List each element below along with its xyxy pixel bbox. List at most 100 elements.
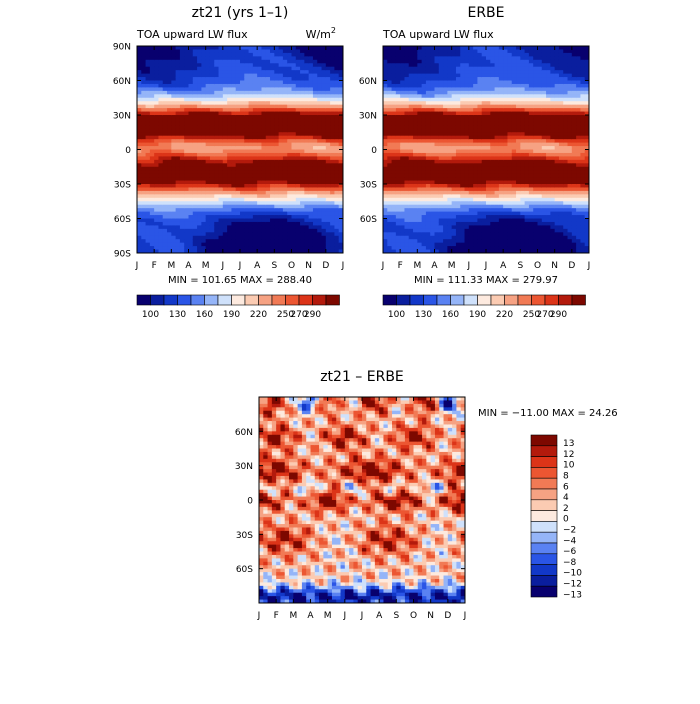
heatmap-cell (490, 249, 496, 253)
heatmap-cell (395, 63, 401, 68)
heatmap-cell (468, 73, 474, 78)
heatmap-cell (291, 149, 297, 154)
heatmap-cell (141, 49, 147, 54)
heatmap-cell (443, 121, 448, 126)
heatmap-cell (321, 194, 327, 199)
heatmap-cell (511, 70, 517, 75)
heatmap-cell (490, 156, 496, 161)
heatmap-cell (201, 63, 207, 68)
heatmap-cell (430, 215, 436, 220)
heatmap-cell (325, 63, 331, 68)
heatmap-cell (171, 184, 177, 189)
heatmap-cell (214, 190, 220, 195)
heatmap-cell (257, 194, 263, 199)
heatmap-cell (145, 221, 151, 226)
heatmap-cell (400, 239, 406, 244)
heatmap-cell (252, 239, 258, 244)
heatmap-cell (300, 111, 305, 116)
heatmap-cell (205, 180, 211, 185)
heatmap-cell (287, 73, 293, 78)
heatmap-cell (201, 159, 207, 164)
heatmap-cell (338, 70, 343, 75)
heatmap-cell (516, 242, 521, 247)
heatmap-cell (192, 46, 198, 51)
heatmap-cell (261, 80, 267, 85)
heatmap-cell (330, 59, 336, 64)
heatmap-cell (295, 201, 301, 206)
heatmap-cell (338, 87, 343, 92)
heatmap-cell (227, 249, 233, 253)
heatmap-cell (244, 87, 250, 92)
heatmap-cell (179, 232, 185, 237)
heatmap-cell (421, 235, 427, 240)
heatmap-cell (244, 166, 250, 171)
heatmap-cell (528, 166, 534, 171)
heatmap-cell (334, 52, 340, 57)
heatmap-cell (451, 156, 457, 161)
heatmap-cell (188, 132, 194, 137)
heatmap-cell (287, 104, 293, 109)
heatmap-cell (421, 142, 427, 147)
heatmap-cell (145, 194, 151, 199)
heatmap-cell (438, 108, 444, 113)
heatmap-cell (278, 139, 284, 144)
heatmap-cell (455, 149, 461, 154)
heatmap-cell (167, 97, 172, 102)
heatmap-cell (503, 249, 509, 253)
heatmap-cell (171, 142, 177, 147)
heatmap-cell (312, 166, 318, 171)
heatmap-cell (395, 73, 401, 78)
heatmap-cell (209, 97, 215, 102)
heatmap-cell (325, 166, 331, 171)
heatmap-cell (413, 242, 418, 247)
heatmap-cell (248, 46, 254, 51)
heatmap-cell (240, 115, 245, 120)
heatmap-cell (201, 101, 207, 106)
heatmap-cell (308, 156, 314, 161)
heatmap-cell (158, 135, 164, 140)
heatmap-cell (192, 125, 198, 130)
heatmap-cell (494, 132, 500, 137)
heatmap-cell (490, 139, 496, 144)
heatmap-cell (175, 56, 181, 61)
heatmap-cell (184, 135, 190, 140)
heatmap-cell (141, 73, 147, 78)
heatmap-cell (473, 139, 479, 144)
heatmap-cell (430, 49, 436, 54)
heatmap-cell (391, 211, 397, 216)
heatmap-cell (235, 242, 241, 247)
heatmap-cell (261, 204, 267, 209)
heatmap-cell (516, 180, 521, 185)
heatmap-cell (524, 204, 530, 209)
heatmap-cell (425, 83, 431, 88)
heatmap-cell (391, 46, 397, 51)
heatmap-cell (317, 239, 323, 244)
heatmap-cell (312, 56, 318, 61)
heatmap-cell (179, 156, 185, 161)
heatmap-cell (330, 132, 336, 137)
heatmap-cell (443, 63, 448, 68)
heatmap-cell (421, 208, 427, 213)
heatmap-cell (188, 246, 194, 251)
heatmap-cell (227, 225, 233, 230)
heatmap-cell (197, 221, 202, 226)
heatmap-cell (270, 187, 275, 192)
heatmap-cell (421, 170, 427, 175)
heatmap-cell (287, 225, 293, 230)
heatmap-cell (149, 66, 155, 71)
heatmap-cell (524, 87, 530, 92)
heatmap-cell (278, 121, 284, 126)
heatmap-cell (520, 163, 526, 168)
heatmap-cell (154, 208, 160, 213)
heatmap-cell (443, 146, 448, 151)
heatmap-cell (334, 66, 340, 71)
heatmap-cell (192, 111, 198, 116)
heatmap-cell (486, 142, 491, 147)
heatmap-cell (308, 204, 314, 209)
heatmap-cell (486, 139, 491, 144)
heatmap-cell (179, 111, 185, 116)
heatmap-cell (494, 63, 500, 68)
heatmap-cell (395, 52, 401, 57)
heatmap-cell (240, 73, 245, 78)
heatmap-cell (391, 232, 397, 237)
